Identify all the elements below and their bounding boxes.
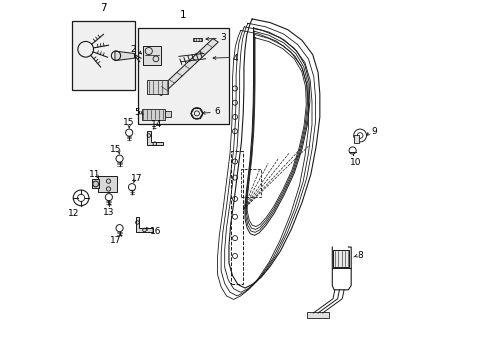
- Polygon shape: [115, 51, 135, 61]
- Bar: [138, 28, 229, 124]
- Text: 11: 11: [89, 170, 100, 179]
- Text: 17: 17: [110, 236, 122, 245]
- Text: 9: 9: [371, 127, 377, 136]
- Text: 2: 2: [131, 45, 136, 54]
- Text: 6: 6: [214, 107, 220, 116]
- Text: 17: 17: [130, 174, 142, 183]
- Text: 15: 15: [110, 145, 122, 154]
- Text: 1: 1: [180, 10, 187, 20]
- Bar: [194, 38, 202, 41]
- Bar: [242, 168, 261, 197]
- Text: 8: 8: [357, 251, 363, 260]
- Polygon shape: [156, 39, 218, 96]
- Bar: [98, 176, 118, 192]
- Bar: [231, 151, 243, 284]
- Text: 13: 13: [103, 208, 115, 217]
- Bar: [144, 46, 161, 65]
- Bar: [165, 111, 171, 117]
- Bar: [93, 179, 99, 188]
- Text: 16: 16: [150, 227, 161, 236]
- Bar: [142, 109, 165, 120]
- Bar: [147, 80, 169, 94]
- Text: 5: 5: [134, 108, 140, 117]
- Text: 15: 15: [123, 118, 135, 127]
- Text: 3: 3: [220, 33, 226, 42]
- Text: 7: 7: [100, 3, 107, 13]
- Bar: [72, 21, 135, 90]
- Polygon shape: [147, 131, 163, 145]
- Text: 4: 4: [233, 54, 238, 63]
- Bar: [307, 312, 329, 318]
- Text: 12: 12: [68, 210, 80, 219]
- Bar: [354, 135, 359, 143]
- Text: 10: 10: [350, 158, 362, 167]
- Bar: [333, 249, 349, 267]
- Polygon shape: [136, 217, 153, 232]
- Text: 14: 14: [151, 120, 162, 129]
